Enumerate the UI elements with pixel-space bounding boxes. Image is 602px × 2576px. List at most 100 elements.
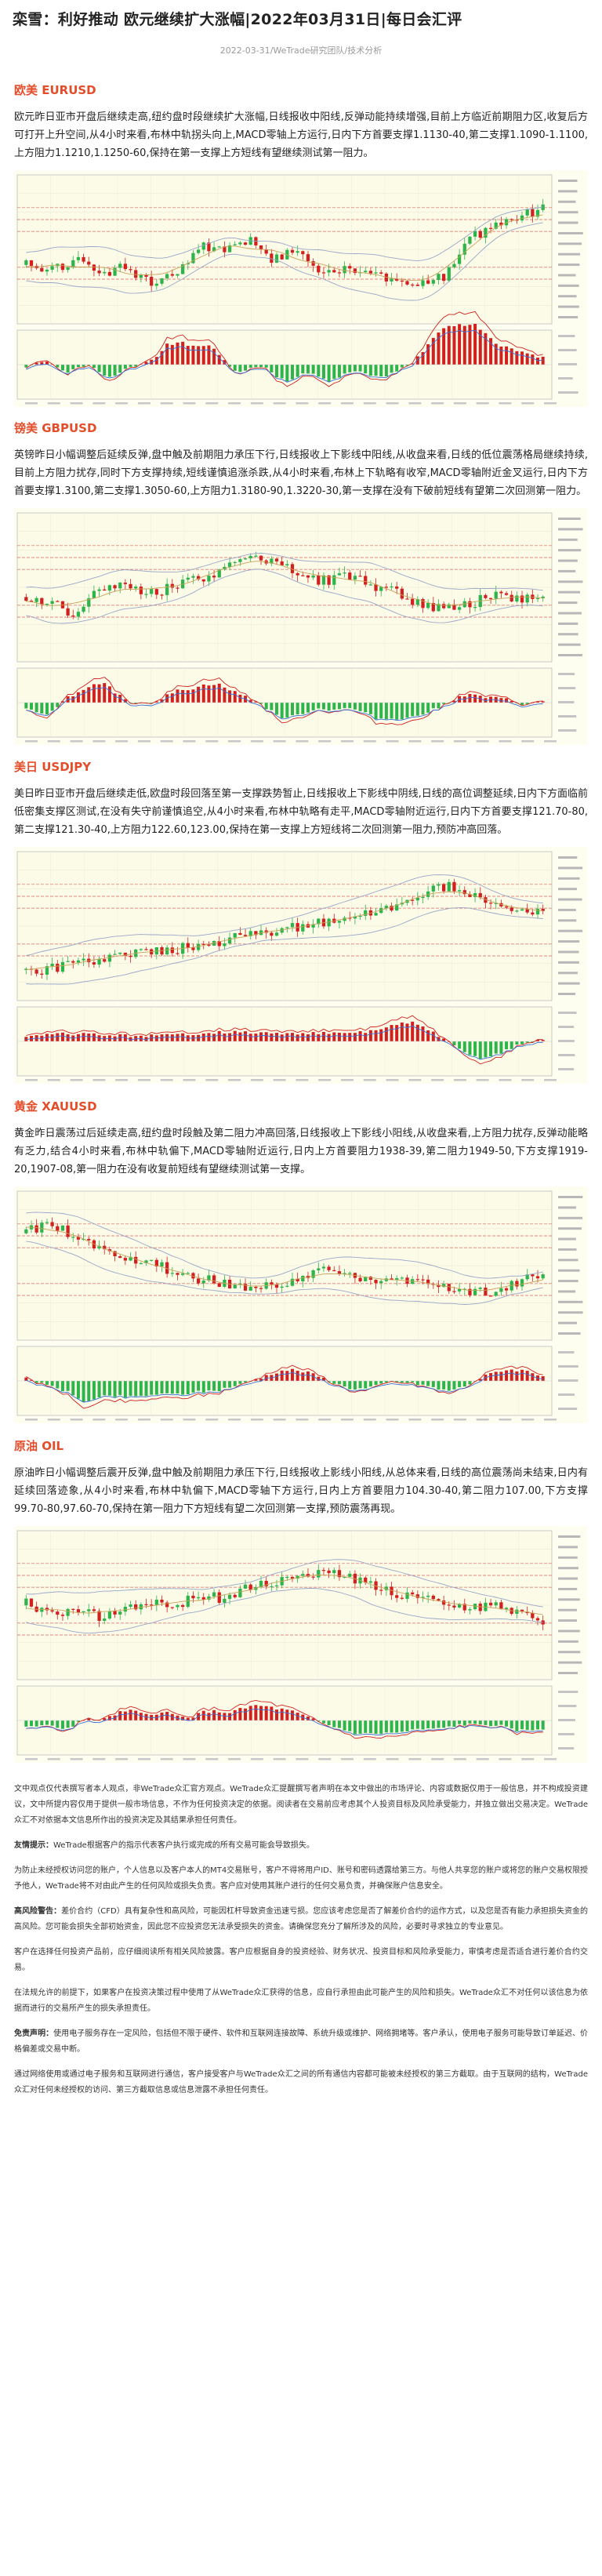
candle-body [368,584,373,586]
macd-bar [103,365,107,376]
time-axis-tick [70,740,83,743]
macd-bar [76,692,80,703]
time-axis-tick [273,1419,286,1421]
candle-body [113,585,117,589]
time-axis-tick [408,1079,422,1081]
candle-body [50,963,54,967]
candle-body [196,943,201,950]
candle-body [348,917,352,919]
macd-bar [50,1381,54,1386]
macd-bar [321,703,325,710]
macd-bar [510,1720,513,1729]
candle-body [478,1604,482,1611]
macd-bar [437,332,441,365]
candle-body [437,604,441,612]
macd-bar [150,1034,154,1041]
candle-body [437,274,441,281]
macd-bar [368,1381,372,1387]
candle-body [134,1256,138,1264]
macd-bar [201,1381,205,1393]
macd-bar [332,1032,336,1041]
time-axis-tick [499,740,512,743]
candle-body [165,274,169,278]
section-title: 欧美 EURUSD [14,83,96,97]
macd-bar [332,703,336,710]
macd-bar [411,703,415,717]
macd-bar [248,365,252,368]
macd-bar [170,1381,174,1394]
disclaimer-paragraph: 客户在选择任何投资产品前，应仔细阅读所有相关风险披露。客户应根据自身的投资经验、… [14,1945,588,1976]
macd-bar [415,703,419,716]
disclaimer-paragraph-text: 通过网络使用或通过电子服务和互联网进行通信，客户接受客户与WeTrade众汇之间… [14,2070,588,2095]
candle-body [227,1594,232,1599]
time-axis-tick [183,1419,196,1421]
macd-bar [374,365,378,376]
macd-line [26,677,543,725]
candle-body [123,952,128,956]
candle-body [191,947,195,950]
price-scale-tick [558,190,578,193]
macd-bar [411,1021,415,1041]
price-chart-image [14,170,588,407]
macd-bar [181,1381,185,1395]
time-axis-tick [205,402,219,405]
macd-bar [223,360,227,365]
indicator-scale-tick [558,1408,578,1410]
macd-bar [212,1034,216,1041]
candle-body [165,947,169,955]
time-axis-tick [476,1419,489,1421]
candle-body [129,269,132,271]
candle-body [129,1604,132,1607]
macd-bar [478,1720,482,1725]
article-title: 栾雪：利好推动 欧元继续扩大涨幅|2022年03月31日|每日会汇评 [13,11,462,28]
price-scale-tick [558,1321,578,1324]
candle-body [290,249,295,253]
macd-bar [254,1034,258,1041]
macd-bar [525,353,529,365]
candle-body [535,1618,540,1621]
macd-bar [118,1711,122,1720]
macd-bar [489,1720,493,1727]
macd-bar [160,1034,164,1041]
candle-body [504,1288,509,1291]
macd-bar [134,1381,138,1397]
candle-body [415,599,419,605]
price-scale-tick [558,633,578,636]
macd-bar [275,1709,279,1720]
macd-bar [264,365,268,368]
time-axis-tick [205,1758,219,1760]
candle-body [40,598,44,605]
macd-bar [50,1720,54,1726]
disclaimer-paragraph: 友情提示：WeTrade根据客户的指示代表客户执行或完成的所有交易可能会导致损失… [14,1838,588,1854]
macd-bar [223,1381,227,1388]
macd-bar [296,1034,299,1041]
macd-bar [426,1381,430,1386]
indicator-scale-tick [558,1012,577,1014]
time-axis-tick [137,1419,150,1421]
candle-body [87,958,91,963]
macd-bar [515,1041,519,1045]
candle-body [113,1611,117,1615]
candle-body [280,561,284,565]
candle-body [317,265,321,273]
macd-bar [212,685,216,703]
candle-body [327,1266,331,1270]
macd-bar [421,1381,425,1385]
macd-bar [139,1381,143,1396]
candle-body [348,572,352,580]
time-axis-tick [137,1758,150,1760]
candle-body [285,1576,289,1579]
candle-body [337,573,342,576]
time-axis-tick [544,402,557,405]
macd-bar [541,356,545,365]
macd-bar [212,1381,216,1391]
candle-body [259,245,263,250]
bollinger-lower [26,1588,543,1634]
candle-body [60,961,65,972]
time-axis-tick [183,1079,196,1081]
candle-body [92,264,96,271]
candle-body [520,1279,524,1287]
signal-line [26,1025,543,1060]
candle-body [290,1576,295,1579]
candle-body [473,893,477,897]
